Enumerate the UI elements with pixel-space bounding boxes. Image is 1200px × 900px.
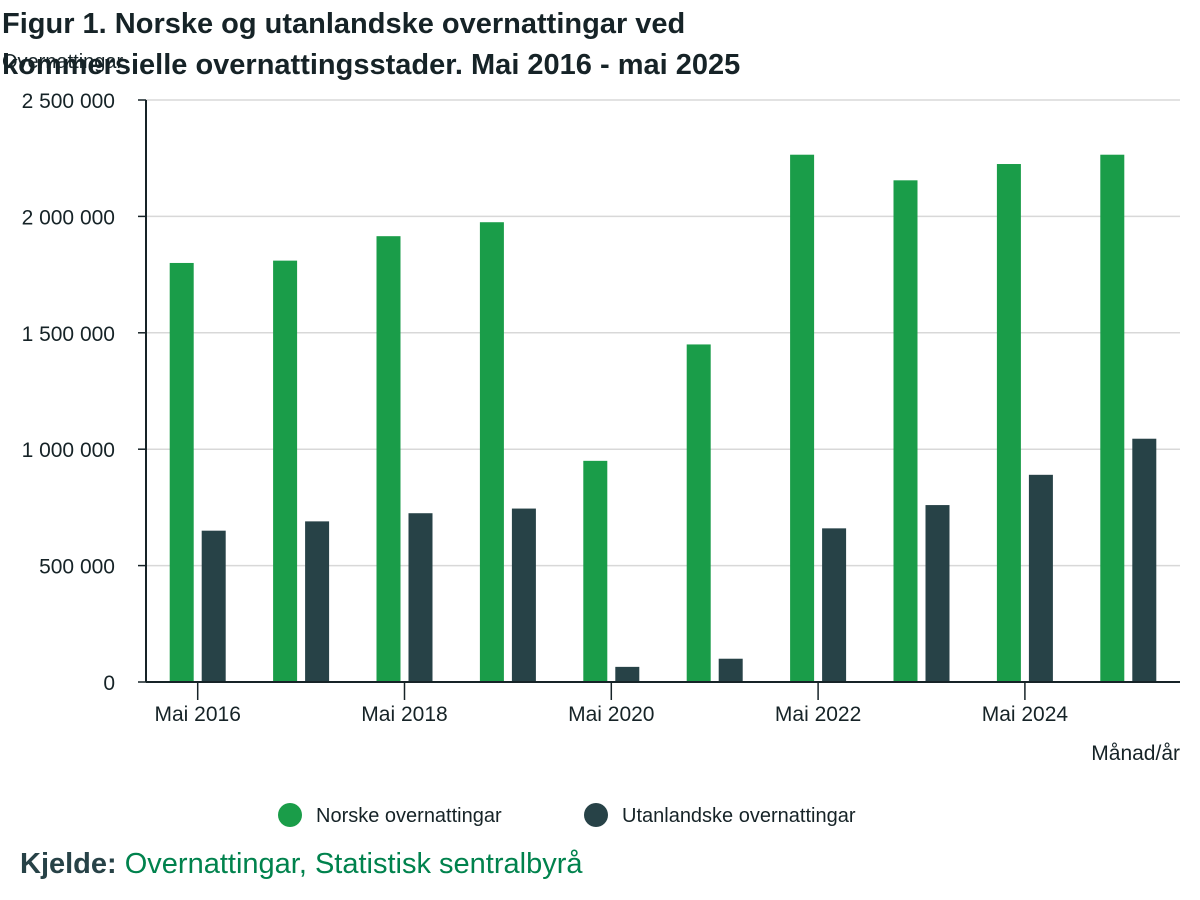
x-tick-label: Mai 2020	[568, 703, 654, 726]
bar-utanlandske-2025	[1132, 438, 1157, 682]
source-link[interactable]: Overnattingar, Statistisk sentralbyrå	[124, 848, 583, 880]
y-axis-title: Overnattingar	[2, 51, 124, 73]
y-tick-label: 2 500 000	[22, 90, 115, 113]
bar-norske-2019	[479, 222, 504, 682]
bar-norske-2023	[893, 180, 918, 683]
axes	[145, 100, 1180, 683]
y-tick-label: 0	[103, 672, 115, 695]
bar-utanlandske-2016	[201, 530, 226, 682]
bar-utanlandske-2019	[511, 508, 536, 682]
bars	[169, 154, 1157, 683]
bar-norske-2018	[376, 236, 401, 683]
bar-utanlandske-2022	[822, 528, 847, 682]
bar-utanlandske-2021	[718, 658, 743, 682]
legend: Norske overnattingar Utanlandske overnatt…	[278, 803, 856, 827]
bar-utanlandske-2024	[1028, 474, 1053, 682]
legend-label-norske: Norske overnattingar	[316, 805, 502, 827]
legend-marker-utanlandske	[584, 803, 608, 827]
legend-marker-norske	[278, 803, 302, 827]
y-tick-label: 2 000 000	[22, 206, 115, 229]
bar-utanlandske-2017	[305, 521, 330, 682]
bar-norske-2022	[790, 154, 815, 682]
y-tick-label: 1 000 000	[22, 439, 115, 462]
gridlines	[146, 99, 1180, 567]
x-tick-label: Mai 2024	[982, 703, 1069, 726]
bar-norske-2024	[996, 164, 1021, 682]
x-tick-label: Mai 2016	[155, 703, 241, 726]
bar-norske-2017	[273, 260, 298, 682]
y-tick-label: 1 500 000	[22, 323, 115, 346]
legend-label-utanlandske: Utanlandske overnattingar	[622, 805, 856, 827]
bar-norske-2021	[686, 344, 711, 682]
x-tick-label: Mai 2018	[361, 703, 447, 726]
chart-title-line-2: kommersielle overnattingsstader. Mai 201…	[2, 49, 740, 81]
bar-utanlandske-2020	[615, 666, 640, 682]
bar-norske-2016	[169, 262, 194, 682]
y-tick-label: 500 000	[39, 556, 115, 579]
bar-utanlandske-2018	[408, 513, 433, 682]
bar-norske-2025	[1100, 154, 1125, 682]
source-label: Kjelde:	[20, 848, 117, 880]
chart: Figur 1. Norske og utanlandske overnatti…	[2, 8, 1180, 827]
source-line: Kjelde: Overnattingar, Statistisk sentra…	[20, 848, 583, 881]
chart-title-line-1: Figur 1. Norske og utanlandske overnatti…	[2, 8, 685, 40]
y-axis-ticks: 0 500 000 1 000 000 1 500 000 2 000 000 2 500…	[22, 90, 146, 695]
bar-norske-2020	[583, 460, 608, 682]
x-tick-label: Mai 2022	[775, 703, 861, 726]
x-axis-title: Månad/år	[1091, 742, 1180, 765]
x-axis-ticks: Mai 2016 Mai 2018 Mai 2020 Mai 2022 Mai 2024	[155, 682, 1069, 726]
bar-utanlandske-2023	[925, 505, 950, 682]
